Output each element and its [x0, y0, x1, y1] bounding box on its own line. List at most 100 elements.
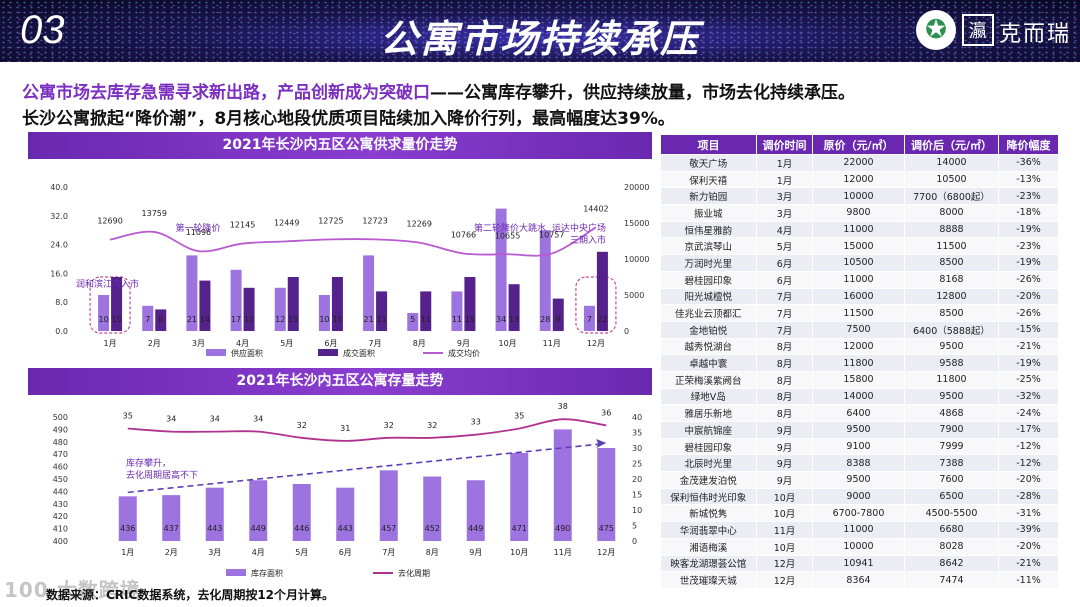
deal-bar — [199, 280, 211, 331]
supply-bar — [186, 255, 198, 331]
chart1-title: 2021年长沙内五区公寓供求量价走势 — [28, 132, 652, 159]
stock-data-label: 475 — [599, 524, 614, 533]
table-row: 绿地V岛 8月 14000 9500 -32% — [660, 388, 1059, 406]
x-tick-label: 8月 — [426, 548, 439, 557]
legend-supply-label: 供应面积 — [231, 348, 263, 358]
table-cell: -26% — [998, 304, 1059, 322]
table-cell: -20% — [998, 471, 1059, 489]
table-cell: 22000 — [812, 154, 905, 172]
supply-data-label: 7 — [145, 315, 150, 324]
table-cell: 1月 — [756, 171, 813, 189]
supply-data-label: 7 — [587, 315, 592, 324]
x-tick-label: 5月 — [295, 548, 308, 557]
table-cell: -39% — [998, 521, 1059, 539]
cycle-data-label: 34 — [253, 415, 263, 424]
supply-bar — [363, 255, 375, 331]
supply-bar — [583, 305, 595, 331]
price-data-label: 12145 — [230, 221, 255, 230]
table-cell: 越秀悦湖台 — [660, 338, 757, 356]
table-cell: 3月 — [756, 204, 813, 222]
stock-bar — [292, 483, 311, 541]
supply-bar — [539, 230, 551, 331]
y-right-tick-label: 15000 — [624, 219, 649, 228]
deal-data-label: 14 — [200, 315, 210, 324]
table-cell: 正荣梅溪紫阙台 — [660, 371, 757, 389]
table-cell: 金茂建发泊悦 — [660, 471, 757, 489]
table-cell: 北辰时光里 — [660, 454, 757, 473]
deal-data-label: 6 — [158, 315, 163, 324]
table-cell: -28% — [998, 488, 1059, 506]
table-cell: 11800 — [904, 371, 999, 389]
table-cell: 8168 — [904, 271, 999, 289]
table-cell: 华润翡翠中心 — [660, 521, 757, 539]
price-data-label: 10766 — [451, 230, 476, 239]
deal-bar — [464, 277, 476, 331]
table-row: 新力铂园 3月 10000 7700（6800起） -23% — [660, 187, 1059, 206]
section-number: 03 — [20, 8, 65, 52]
stock-bar — [423, 476, 442, 541]
cycle-series-line — [127, 418, 607, 442]
supply-bar — [318, 295, 330, 331]
price-data-label: 11096 — [186, 228, 211, 237]
table-row: 金地铂悦 7月 7500 6400（5888起） -15% — [660, 321, 1059, 339]
price-data-label: 14402 — [583, 204, 608, 213]
deal-data-label: 15 — [332, 315, 342, 324]
table-cell: -20% — [998, 538, 1059, 556]
y-right-tick-label: 5 — [632, 522, 637, 531]
y-left-tick-label: 470 — [53, 450, 68, 459]
table-cell: 8888 — [904, 221, 999, 239]
table-cell: 8月 — [756, 371, 813, 389]
table-cell: -12% — [998, 438, 1059, 456]
table-row: 湘语梅溪 10月 10000 8028 -20% — [660, 538, 1059, 556]
table-cell: -19% — [998, 354, 1059, 372]
x-tick-label: 2月 — [148, 339, 161, 348]
table-header-cell: 调价后（元/㎡） — [904, 134, 999, 155]
cycle-data-label: 33 — [471, 418, 481, 427]
price-data-label: 10757 — [539, 231, 564, 240]
table-cell: 10500 — [904, 171, 999, 189]
table-cell: 雅居乐新地 — [660, 404, 757, 422]
headline-highlight: 公寓市场去库存急需寻求新出路，产品创新成为突破口 — [22, 83, 430, 103]
table-cell: -21% — [998, 555, 1059, 573]
table-cell: -24% — [998, 404, 1059, 422]
y-right-tick-label: 10000 — [624, 255, 649, 264]
table-row: 保利天禧 1月 12000 10500 -13% — [660, 171, 1059, 189]
deal-bar — [508, 284, 520, 331]
y-left-tick-label: 480 — [53, 438, 68, 447]
brand-name: 克而瑞 — [999, 22, 1072, 47]
table-cell: 6500 — [904, 488, 999, 506]
table-cell: 9100 — [812, 438, 905, 456]
table-cell: -26% — [998, 271, 1059, 289]
table-row: 卓越中寰 8月 11800 9588 -19% — [660, 354, 1059, 372]
table-cell: 15000 — [812, 237, 905, 256]
y-right-tick-label: 20 — [632, 475, 642, 484]
supply-bar — [495, 208, 507, 331]
annotation-stock-line2: 去化周期居高不下 — [126, 469, 198, 481]
table-cell: 6700-7800 — [812, 504, 905, 523]
table-row: 正荣梅溪紫阙台 8月 15800 11800 -25% — [660, 371, 1059, 389]
table-cell: 11500 — [904, 237, 999, 256]
table-cell: 8月 — [756, 404, 813, 422]
table-cell: 10月 — [756, 504, 813, 523]
table-cell: 15800 — [812, 371, 905, 389]
table-cell: 碧桂园印象 — [660, 438, 757, 456]
supply-data-label: 5 — [410, 315, 415, 324]
table-cell: 3月 — [756, 187, 813, 206]
footnote: 数据来源：CRIC数据系统，去化周期按12个月计算。 — [46, 588, 335, 602]
cycle-data-label: 32 — [384, 421, 394, 430]
table-row: 佳兆业云顶都汇 7月 11500 8500 -26% — [660, 304, 1059, 322]
table-cell: 9500 — [812, 421, 905, 439]
table-row: 阳光城檀悦 7月 16000 12800 -20% — [660, 288, 1059, 306]
supply-data-label: 11 — [452, 315, 462, 324]
legend-cycle-label: 去化周期 — [398, 568, 430, 578]
legend-deal-label: 成交面积 — [343, 348, 375, 358]
table-cell: 16000 — [812, 288, 905, 306]
supply-bar — [98, 295, 110, 331]
price-series-line — [109, 226, 597, 257]
x-tick-label: 7月 — [382, 548, 395, 557]
x-tick-label: 6月 — [324, 339, 337, 348]
y-left-tick-label: 460 — [53, 463, 68, 472]
stock-chart: 400 410 420 430 440 450 460 470 480 490 500 0 5 10 15 2… — [53, 402, 642, 578]
table-cell: 7700（6800起） — [904, 187, 999, 206]
table-cell: 8642 — [904, 555, 999, 573]
